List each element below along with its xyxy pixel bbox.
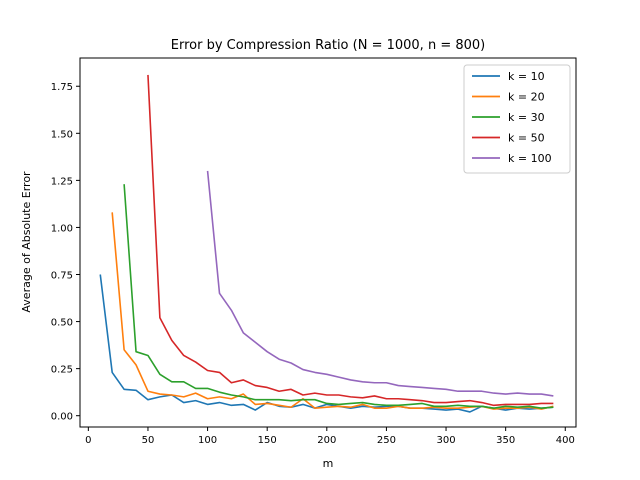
x-tick-label: 400	[556, 435, 575, 446]
x-tick-label: 250	[377, 435, 396, 446]
x-axis-ticks: 0 50 100 150 200 250 300 350 400	[85, 427, 575, 446]
legend-box	[463, 64, 571, 174]
series-line-4	[147, 74, 554, 407]
plot-frame	[79, 57, 577, 428]
x-tick-label: 300	[436, 435, 455, 446]
series-line-5	[206, 170, 554, 397]
y-tick-label: 0.00	[51, 412, 73, 423]
plot-area	[99, 74, 554, 413]
x-axis-label: m	[323, 457, 334, 470]
y-tick-label: 1.50	[51, 129, 73, 140]
y-tick-label: 0.50	[51, 318, 73, 329]
x-tick-label: 0	[85, 435, 91, 446]
series-line-3	[123, 184, 554, 409]
x-tick-label: 200	[317, 435, 336, 446]
x-tick-label: 350	[496, 435, 515, 446]
y-axis-label: Average of Absolute Error	[20, 171, 33, 313]
x-tick-label: 100	[198, 435, 217, 446]
legend-items: k = 10 k = 20 k = 30 k = 50 k = 100	[472, 70, 552, 165]
series-line-2	[111, 212, 554, 410]
x-tick-label: 50	[142, 435, 155, 446]
legend-label: k = 20	[508, 91, 545, 104]
y-tick-label: 1.00	[51, 223, 73, 234]
legend-label: k = 100	[508, 152, 552, 165]
y-tick-label: 1.75	[51, 82, 73, 93]
y-tick-label: 0.75	[51, 271, 73, 282]
series-line-1	[99, 274, 554, 413]
legend-label: k = 10	[508, 70, 545, 83]
legend-label: k = 50	[508, 132, 545, 145]
y-tick-label: 0.25	[51, 365, 73, 376]
legend-label: k = 30	[508, 111, 545, 124]
legend: k = 10 k = 20 k = 30 k = 50 k = 100	[463, 64, 571, 174]
chart-title: Error by Compression Ratio (N = 1000, n …	[171, 38, 485, 53]
y-axis-ticks: 0.00 0.25 0.50 0.75 1.00 1.25 1.50 1.75	[51, 82, 80, 423]
y-tick-label: 1.25	[51, 176, 73, 187]
series-layer	[99, 74, 554, 413]
x-tick-label: 150	[258, 435, 277, 446]
